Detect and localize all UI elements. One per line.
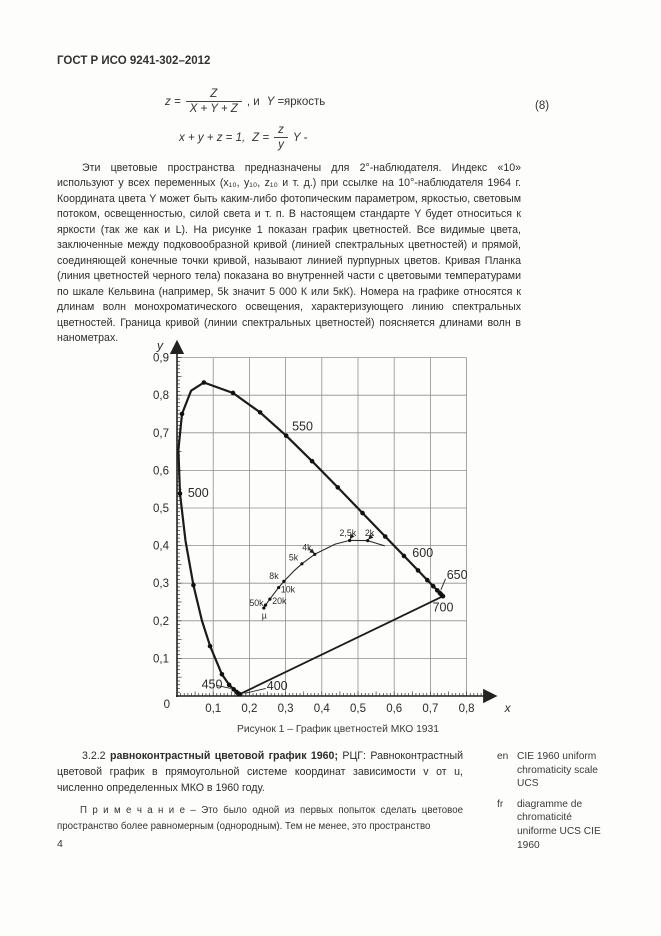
eq9-left: x + y + z = 1,: [179, 131, 246, 144]
eq8-y-var: Y =: [266, 95, 285, 108]
wavelength-label-600: 600: [412, 546, 433, 560]
language-equivalents-column: en CIE 1960 uniform chromaticity scale U…: [497, 750, 609, 859]
eq8-lhs: z =: [165, 95, 181, 108]
figure-caption: Рисунок 1 – График цветностей МКО 1931: [236, 724, 439, 735]
svg-text:0,6: 0,6: [153, 465, 169, 477]
temperature-label-5k: 5k: [289, 552, 299, 562]
temperature-label-50k: 50k: [249, 598, 264, 608]
eq8-numerator: Z: [185, 88, 242, 102]
svg-text:0,1: 0,1: [205, 703, 221, 715]
wavelength-label-400: 400: [267, 679, 288, 693]
eq9-tail: Y -: [292, 131, 308, 144]
svg-text:0,4: 0,4: [314, 703, 331, 715]
eq8-y-word: яркость: [284, 95, 326, 108]
svg-text:0,3: 0,3: [153, 578, 169, 590]
eq9-denominator: y: [278, 139, 284, 151]
wavelength-label-550: 550: [292, 419, 313, 433]
term-definition-paragraph: 3.2.2 равноконтрастный цветовой график 1…: [57, 748, 463, 796]
svg-text:0,8: 0,8: [459, 703, 475, 715]
svg-text:0,2: 0,2: [153, 616, 169, 628]
cie-1931-chromaticity-chart: 0,1 0,2 0,3 0,4 0,5 0,6 0,7 0,8 0,1 0,2 0,3 0,4 0,5 0…: [133, 330, 543, 722]
eq9-z-lhs: Z =: [252, 131, 270, 144]
minor-ticks: [177, 357, 482, 696]
eq9-numerator: z: [274, 124, 288, 138]
term-note: П р и м е ч а н и е – Это было одной из …: [57, 805, 463, 832]
temperature-label-µ: µ: [262, 611, 267, 621]
temperature-label-4k: 4k: [302, 542, 312, 552]
wavelength-label-650: 650: [447, 568, 468, 582]
wavelength-label-450: 450: [202, 677, 223, 691]
temperature-label-8k: 8k: [269, 571, 279, 581]
wavelength-label-700: 700: [433, 600, 454, 614]
svg-text:0,7: 0,7: [422, 703, 438, 715]
eq8-connector: , и: [246, 95, 260, 108]
term-column: 3.2.2 равноконтрастный цветовой график 1…: [57, 748, 463, 834]
fr-term-text: diagramme de chromaticité uniforme UCS C…: [517, 798, 601, 851]
term-number: 3.2.2: [82, 750, 106, 762]
svg-text:0,2: 0,2: [241, 703, 257, 715]
fr-language-tag: fr: [497, 798, 504, 810]
svg-text:0,1: 0,1: [153, 653, 169, 665]
svg-text:0,5: 0,5: [350, 703, 366, 715]
tick-labels: 0,1 0,2 0,3 0,4 0,5 0,6 0,7 0,8 0,1 0,2 0,3 0,4 0,5 0…: [153, 339, 512, 715]
chart-svg: 0,1 0,2 0,3 0,4 0,5 0,6 0,7 0,8 0,1 0,2 0,3 0,4 0,5 0…: [153, 339, 512, 715]
wavelength-markers: [177, 380, 446, 697]
temperature-label-2k: 2k: [365, 528, 375, 538]
eq8-denominator: X + Y + Z: [189, 103, 238, 115]
en-term-text: CIE 1960 uniform chromaticity scale UCS: [517, 751, 598, 790]
svg-text:0,7: 0,7: [153, 428, 169, 440]
equation-number: (8): [535, 100, 550, 112]
svg-text:0,8: 0,8: [153, 390, 169, 402]
standard-designation: ГОСТ Р ИСО 9241-302–2012: [57, 55, 211, 67]
temperature-label-10k: 10k: [281, 585, 296, 595]
english-equivalent-row: en CIE 1960 uniform chromaticity scale U…: [497, 750, 609, 791]
x-axis-label: x: [504, 701, 512, 715]
term-definition: РЦГ: Равноконтрастный цветовой график в …: [57, 750, 464, 794]
wavelength-label-500: 500: [188, 486, 209, 500]
temperature-markers: [262, 538, 370, 610]
y-axis-label: y: [156, 339, 164, 353]
temperature-label-20k: 20k: [272, 596, 287, 606]
origin-label: 0: [164, 699, 170, 711]
temperature-label-2,5k: 2,5k: [340, 528, 357, 538]
svg-text:0,6: 0,6: [386, 703, 402, 715]
purple-boundary-line: [239, 595, 444, 696]
svg-text:0,4: 0,4: [153, 541, 170, 553]
svg-text:0,5: 0,5: [153, 503, 169, 515]
grid-lines: [177, 357, 468, 696]
french-equivalent-row: fr diagramme de chromaticité uniforme UC…: [497, 798, 609, 852]
paragraph-color-spaces: Эти цветовые пространства предназначены …: [57, 162, 521, 344]
page-number: 4: [57, 838, 63, 850]
svg-text:0,3: 0,3: [278, 703, 294, 715]
terminology-section: 3.2.2 равноконтрастный цветовой график 1…: [57, 748, 605, 851]
term-title: равноконтрастный цветовой график 1960;: [109, 750, 338, 762]
en-language-tag: en: [497, 751, 509, 762]
svg-text:0,9: 0,9: [153, 353, 169, 365]
